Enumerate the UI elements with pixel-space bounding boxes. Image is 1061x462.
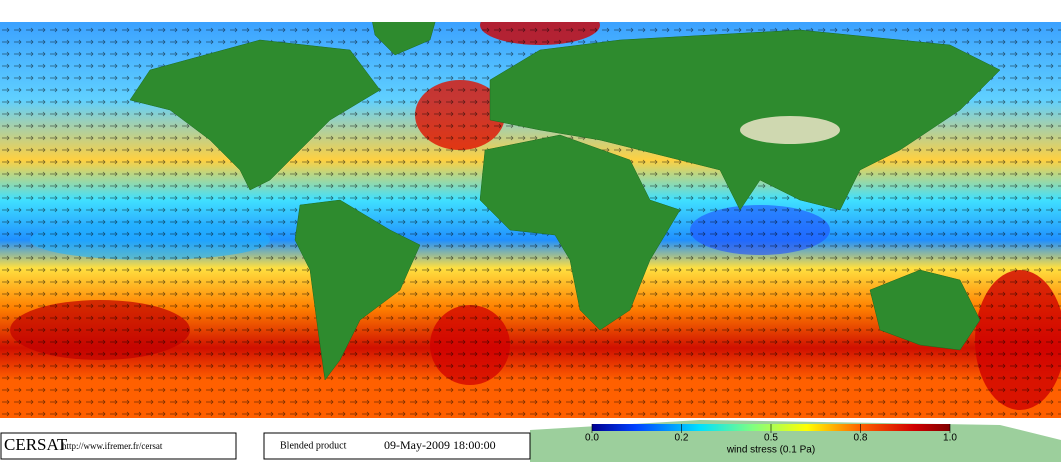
colorbar-tick-label: 0.2 (675, 433, 689, 444)
product: Blended product (280, 440, 347, 451)
credits-box (0, 432, 237, 460)
colorbar-tick-label: 1.0 (943, 433, 957, 444)
timestamp: 09-May-2009 18:00:00 (384, 438, 496, 452)
url: http://www.ifremer.fr/cersat (62, 441, 163, 451)
colorbar-ticks: 0.0 0.2 0.5 0.8 1.0 (585, 424, 957, 444)
colorbar-tick-label: 0.5 (764, 433, 778, 444)
arctic (0, 0, 1061, 22)
logo: CERSAT (4, 435, 68, 454)
colorbar-tick-label: 0.8 (854, 433, 868, 444)
land (129, 4, 1001, 381)
colorbar-label: wind stress (0.1 Pa) (726, 445, 815, 456)
product-box (263, 432, 531, 460)
colorbar-tick-label: 0.0 (585, 433, 599, 444)
